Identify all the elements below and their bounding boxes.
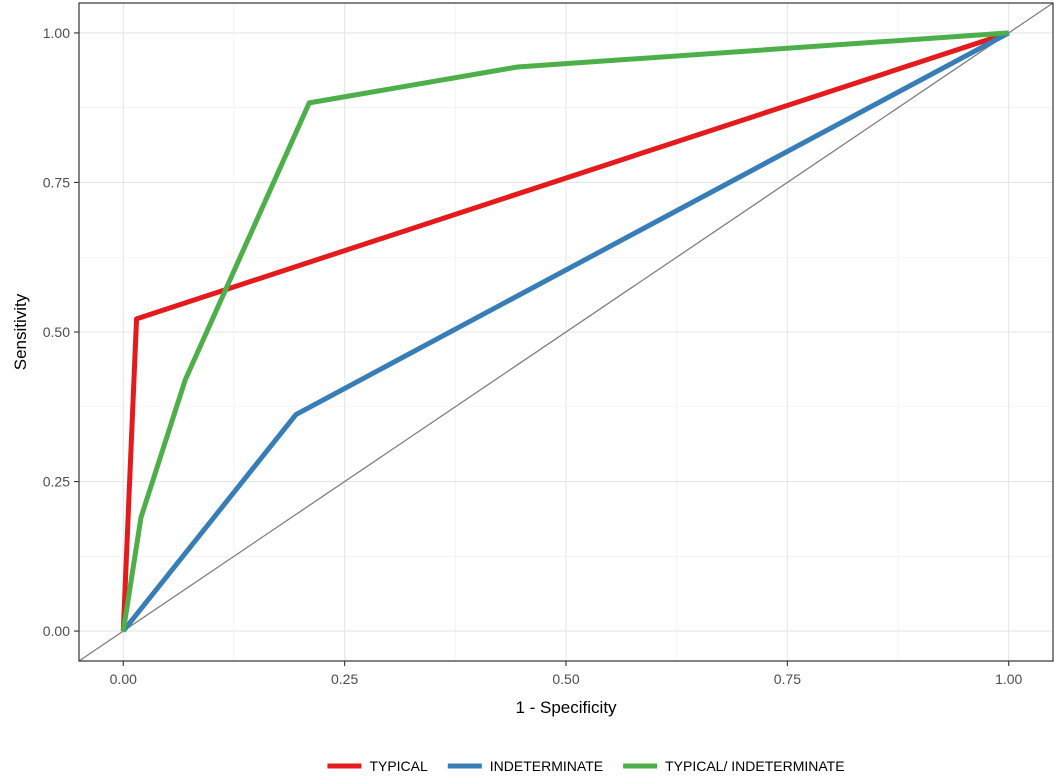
y-tick-label: 1.00 (43, 25, 70, 41)
legend: TYPICAL INDETERMINATE TYPICAL/ INDETERMINA… (327, 758, 845, 774)
series-line-typical-indeterminate (120, 30, 1009, 632)
y-tick-label: 0.75 (43, 174, 70, 190)
x-tick-label: 0.75 (774, 671, 801, 687)
series-line-typical (120, 30, 1010, 632)
x-tick-label: 0.25 (331, 671, 358, 687)
legend-label-typical-indeterminate: TYPICAL/ INDETERMINATE (665, 758, 844, 774)
y-axis-ticks: 0.00 0.25 0.50 0.75 1.00 (43, 25, 79, 639)
y-axis-title: Sensitivity (11, 293, 30, 370)
series-line-indeterminate (121, 30, 1010, 633)
x-axis-ticks: 0.00 0.25 0.50 0.75 1.00 (110, 661, 1023, 687)
x-axis-title: 1 - Specificity (515, 698, 617, 717)
y-tick-label: 0.00 (43, 623, 70, 639)
major-gridlines (79, 3, 1053, 661)
x-tick-label: 0.50 (552, 671, 579, 687)
reference-diagonal-line (79, 3, 1053, 661)
y-tick-label: 0.50 (43, 324, 70, 340)
x-tick-label: 1.00 (995, 671, 1022, 687)
y-tick-label: 0.25 (43, 474, 70, 490)
legend-label-indeterminate: INDETERMINATE (490, 758, 603, 774)
x-tick-label: 0.00 (110, 671, 137, 687)
legend-label-typical: TYPICAL (369, 758, 428, 774)
plot-lines (79, 3, 1053, 661)
